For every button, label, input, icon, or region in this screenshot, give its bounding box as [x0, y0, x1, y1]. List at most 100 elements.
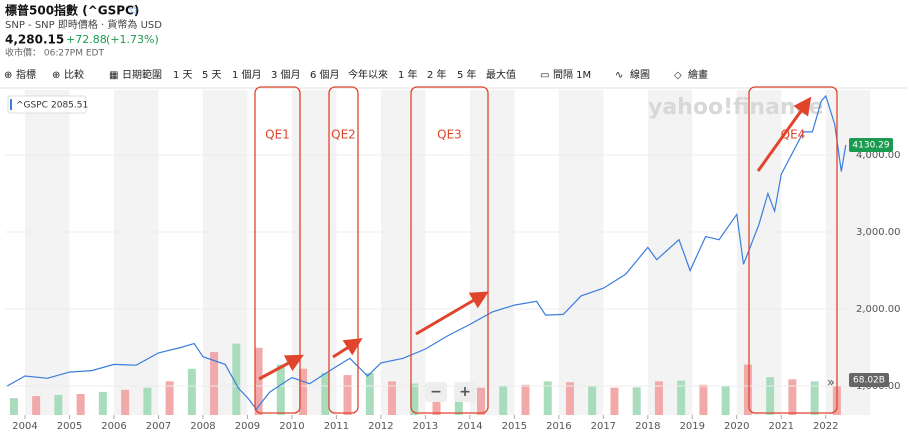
year-band	[558, 90, 604, 415]
volume-bar	[9, 398, 18, 415]
x-tick-label: 2009	[235, 421, 260, 432]
y-tick-label: 4,000.00	[856, 150, 901, 161]
zoom-icon: +	[459, 384, 471, 400]
legend-name: ^GSPC	[16, 101, 48, 111]
zoom-button[interactable]	[425, 382, 447, 402]
x-tick-label: 2020	[724, 421, 749, 432]
year-band	[113, 90, 159, 415]
toolbar-icon: ◇	[674, 70, 682, 81]
subtitle: SNP - SNP 即時價格 · 貨幣為 USD	[5, 18, 162, 31]
volume-bar	[321, 373, 330, 415]
volume-bar	[165, 381, 174, 415]
x-tick-label: 2014	[457, 421, 482, 432]
toolbar-icon: ∿	[615, 70, 623, 81]
year-band	[291, 90, 337, 415]
volume-bar	[299, 368, 308, 415]
toolbar-button[interactable]: 最大值	[486, 68, 516, 81]
volume-bar	[343, 375, 352, 415]
toolbar-button[interactable]: 日期範圍	[122, 68, 162, 81]
volume-bar	[565, 382, 574, 415]
x-tick-label: 2011	[324, 421, 349, 432]
watchlist-star[interactable]: ☆	[128, 4, 140, 19]
x-tick-label: 2004	[12, 421, 37, 432]
x-tick-label: 2007	[146, 421, 171, 432]
zoom-button[interactable]	[454, 382, 476, 402]
year-band	[469, 90, 515, 415]
qe-label: QE1	[265, 128, 290, 142]
toolbar-button[interactable]: 3 個月	[271, 68, 301, 81]
toolbar-icon: ▭	[540, 70, 549, 81]
last-value: 4130.29	[852, 140, 889, 150]
toolbar-icon: ▦	[109, 70, 118, 81]
volume-bar	[143, 387, 152, 415]
volume-bar	[76, 394, 85, 415]
legend-box	[7, 95, 87, 114]
year-band	[202, 90, 248, 415]
volume-bar	[677, 380, 686, 415]
volume-bar	[121, 389, 130, 415]
x-tick-label: 2005	[57, 421, 82, 432]
x-tick-label: 2015	[502, 421, 527, 432]
toolbar-button[interactable]: 2 年	[427, 68, 447, 81]
legend-value: 2085.51	[51, 101, 88, 111]
x-tick-label: 2006	[101, 421, 126, 432]
volume-bar	[743, 364, 752, 415]
toolbar-button[interactable]: 1 年	[398, 68, 418, 81]
volume-bar	[98, 391, 107, 415]
volume-bar	[588, 385, 597, 415]
toolbar-button[interactable]: 今年以來	[348, 68, 388, 81]
volume-bar	[521, 384, 530, 415]
toolbar-button[interactable]: 1 個月	[232, 68, 262, 81]
toolbar-button[interactable]: 比較	[64, 68, 84, 81]
volume-bar	[254, 347, 263, 415]
volume-bar	[210, 352, 219, 415]
year-band	[380, 90, 426, 415]
year-band	[25, 90, 70, 415]
close-time: 收市價： 06:27PM EDT	[5, 47, 104, 59]
toolbar-button[interactable]: 間隔 1M	[553, 69, 591, 81]
toolbar-icon: ⊕	[52, 70, 60, 81]
volume-bar	[788, 379, 797, 415]
volume-bar	[810, 381, 819, 415]
volume-bar	[766, 377, 775, 415]
x-tick-label: 2013	[413, 421, 438, 432]
toolbar-button[interactable]: 線圖	[630, 68, 650, 81]
x-tick-label: 2012	[368, 421, 393, 432]
volume-bar	[699, 384, 708, 415]
toolbar-button[interactable]: 6 個月	[310, 68, 340, 81]
toolbar-button[interactable]: 指標	[16, 68, 36, 81]
zoom-icon: −	[430, 384, 442, 400]
arrow	[756, 96, 812, 172]
x-tick-label: 2019	[680, 421, 705, 432]
chart: yahoo!finance1,000.002,000.003,000.004,0…	[5, 86, 901, 432]
arrow	[258, 354, 304, 381]
toolbar-button[interactable]: 5 年	[457, 68, 477, 81]
volume-bar	[721, 385, 730, 415]
toolbar-button[interactable]: 1 天	[173, 70, 193, 81]
qe-box	[748, 86, 838, 414]
volume-label: 68.02B	[853, 376, 885, 386]
expand-button[interactable]: »	[827, 376, 835, 391]
volume-label-box	[849, 373, 889, 387]
toolbar-button[interactable]: 繪畫	[688, 68, 708, 81]
toolbar-button[interactable]: 5 天	[202, 70, 222, 81]
y-tick-label: 3,000.00	[856, 227, 901, 238]
volume-bar	[232, 343, 241, 415]
x-tick-label: 2017	[591, 421, 616, 432]
volume-bar	[654, 381, 663, 415]
last-value-box	[849, 137, 893, 152]
qe-label: QE2	[331, 128, 356, 142]
volume-bar	[32, 396, 41, 415]
qe-box	[254, 86, 301, 414]
x-tick-label: 2010	[279, 421, 304, 432]
volume-bar	[543, 381, 552, 415]
qe-box	[328, 86, 359, 414]
legend-swatch	[10, 99, 12, 110]
volume-bar	[388, 381, 397, 415]
volume-bar	[632, 387, 641, 415]
price-line	[6, 94, 847, 411]
y-tick-label: 2,000.00	[856, 304, 901, 315]
toolbar-icon: ⊕	[4, 70, 12, 81]
change-pct: (+1.73%)	[106, 33, 159, 46]
volume-bar	[187, 368, 196, 415]
